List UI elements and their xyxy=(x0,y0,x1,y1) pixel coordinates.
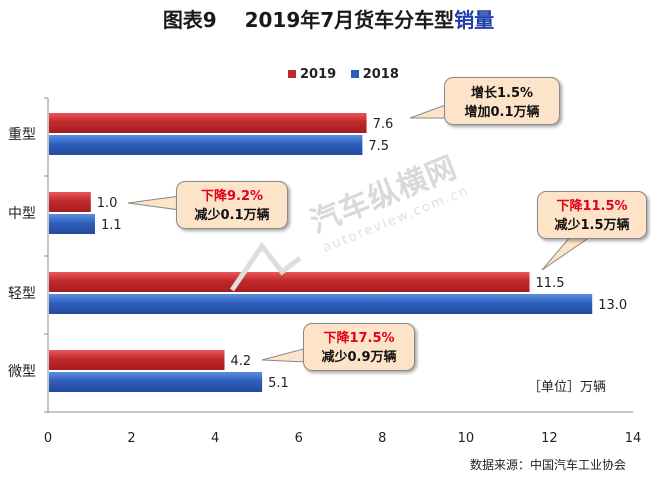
callout-medium: 下降9.2% 减少0.1万辆 xyxy=(176,181,288,229)
x-tick-label: 14 xyxy=(625,431,642,446)
x-tick-label: 4 xyxy=(211,431,219,446)
source-note: 数据来源：中国汽车工业协会 xyxy=(470,458,627,472)
watermark-mark xyxy=(229,241,302,292)
legend-item-2019: 2019 xyxy=(288,67,336,82)
bar-2018 xyxy=(49,135,363,155)
data-label-2018: 13.0 xyxy=(598,298,627,313)
callout-mini-line1: 下降17.5% xyxy=(323,331,395,346)
bar-2019 xyxy=(49,113,367,133)
category-label: 重型 xyxy=(8,127,36,143)
data-label-2018: 7.5 xyxy=(368,139,389,154)
category-label: 轻型 xyxy=(8,286,36,302)
callout-heavy-line2: 增加0.1万辆 xyxy=(464,105,540,120)
title-prefix: 图表9 xyxy=(162,8,217,32)
bar-2019 xyxy=(49,192,91,212)
bar-2018 xyxy=(49,372,263,392)
callout-light-line1: 下降11.5% xyxy=(556,199,628,214)
callout-heavy: 增长1.5% 增加0.1万辆 xyxy=(444,77,560,125)
title-main: 2019年7月货车分车型 xyxy=(244,8,455,32)
bar-2019 xyxy=(49,272,530,292)
data-label-2019: 4.2 xyxy=(231,354,252,369)
legend: 2019 2018 xyxy=(288,67,409,82)
x-tick-label: 10 xyxy=(458,431,475,446)
callout-mini: 下降17.5% 减少0.9万辆 xyxy=(303,323,415,371)
legend-swatch-2019 xyxy=(288,69,296,78)
bar-2019 xyxy=(49,350,225,370)
chart-title: 图表9 2019年7月货车分车型销量 xyxy=(0,4,657,33)
title-highlight: 销量 xyxy=(454,8,495,32)
x-tick-label: 6 xyxy=(295,431,303,446)
callout-medium-line1: 下降9.2% xyxy=(200,189,264,204)
data-label-2018: 5.1 xyxy=(268,376,289,391)
callout-pointer xyxy=(261,347,308,363)
data-label-2019: 1.0 xyxy=(97,196,118,211)
callout-heavy-line1: 增长1.5% xyxy=(470,86,534,101)
callout-medium-line2: 减少0.1万辆 xyxy=(194,208,270,223)
category-label: 中型 xyxy=(8,206,36,222)
unit-label: ［单位］万辆 xyxy=(528,380,607,395)
data-label-2018: 1.1 xyxy=(101,218,122,233)
callout-pointer xyxy=(127,195,181,211)
category-label: 微型 xyxy=(8,364,36,380)
legend-item-2018: 2018 xyxy=(350,67,399,82)
legend-label-2018: 2018 xyxy=(362,67,399,82)
callout-pointer xyxy=(409,103,449,119)
data-label-2019: 11.5 xyxy=(536,276,565,291)
x-tick-label: 2 xyxy=(127,431,135,446)
legend-swatch-2018 xyxy=(350,69,359,78)
x-tick-label: 12 xyxy=(541,431,558,446)
callout-pointer xyxy=(541,236,592,271)
callout-light: 下降11.5% 减少1.5万辆 xyxy=(537,191,647,239)
callout-mini-line2: 减少0.9万辆 xyxy=(321,350,397,365)
callout-light-line2: 减少1.5万辆 xyxy=(554,218,630,233)
data-label-2019: 7.6 xyxy=(373,117,394,132)
x-tick-label: 8 xyxy=(378,431,386,446)
x-tick-label: 0 xyxy=(44,431,52,446)
bar-2018 xyxy=(49,294,593,314)
bar-2018 xyxy=(49,214,95,234)
legend-label-2019: 2019 xyxy=(300,67,337,82)
